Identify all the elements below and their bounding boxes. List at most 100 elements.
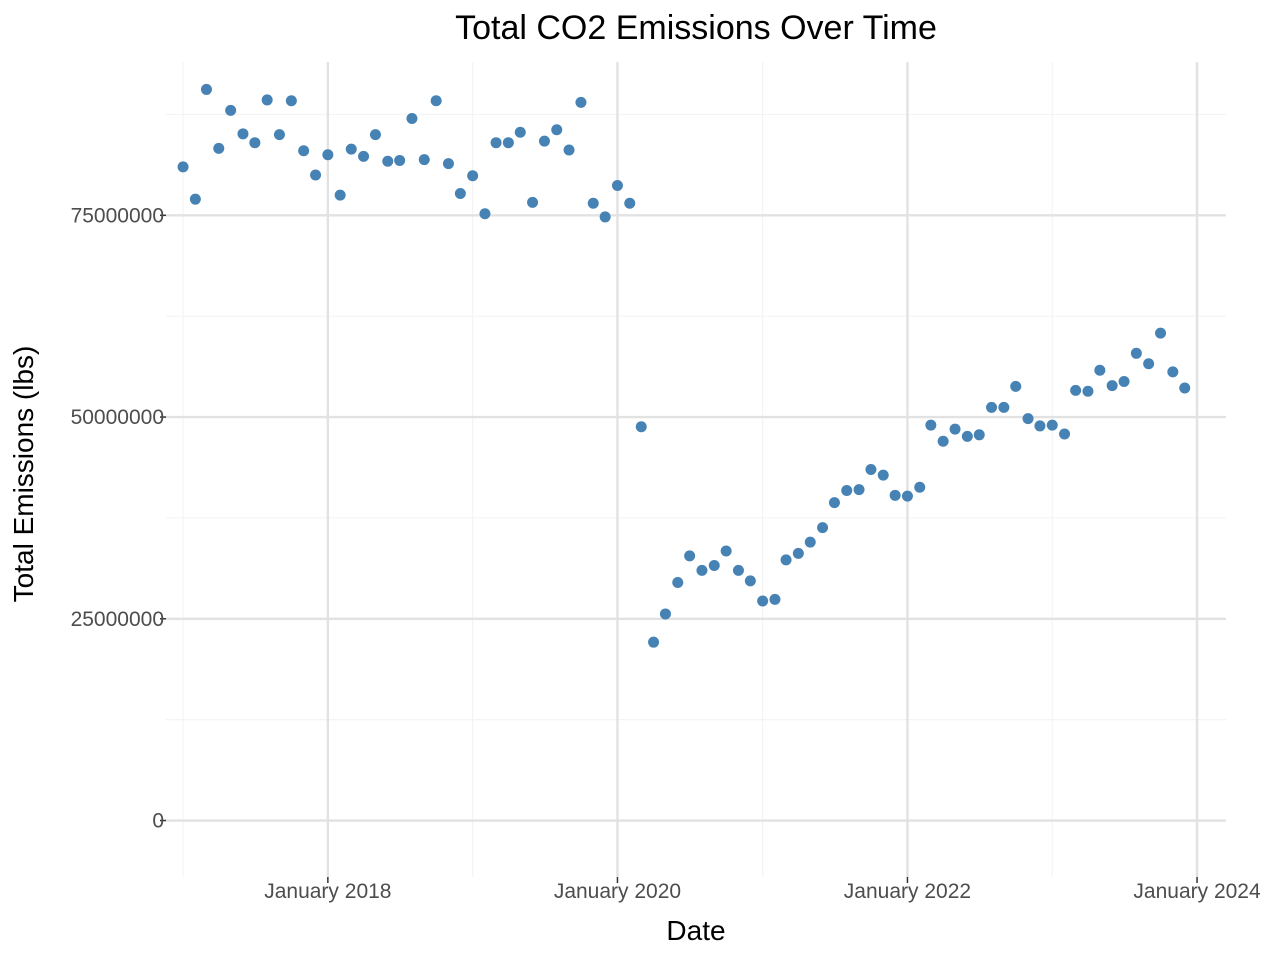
data-point <box>914 481 926 493</box>
data-point <box>213 142 225 154</box>
data-point <box>1010 380 1022 392</box>
chart-title: Total CO2 Emissions Over Time <box>455 9 937 47</box>
data-point <box>490 137 502 149</box>
data-point <box>261 94 273 106</box>
data-point <box>310 169 322 181</box>
data-point <box>828 497 840 509</box>
data-point <box>949 423 961 435</box>
data-point <box>1155 327 1167 339</box>
data-point <box>430 95 442 107</box>
data-point <box>514 126 526 138</box>
data-point <box>901 490 913 502</box>
data-point <box>1034 420 1046 432</box>
data-point <box>720 545 732 557</box>
data-point <box>273 129 285 141</box>
y-tick-label: 25000000 <box>71 608 164 631</box>
data-point <box>792 547 804 559</box>
x-tick-label: January 2020 <box>554 880 681 903</box>
data-point <box>322 149 334 161</box>
data-point <box>298 145 310 157</box>
data-point <box>237 128 249 140</box>
x-tick-label: January 2022 <box>844 880 971 903</box>
data-point <box>285 95 297 107</box>
data-point <box>538 135 550 147</box>
data-point <box>369 129 381 141</box>
data-point <box>1082 385 1094 397</box>
data-point <box>1179 382 1191 394</box>
data-point <box>189 193 201 205</box>
data-point <box>1130 347 1142 359</box>
data-point <box>841 484 853 496</box>
data-point <box>599 211 611 223</box>
data-point <box>635 421 647 433</box>
data-point <box>684 550 696 562</box>
data-point <box>1143 358 1155 370</box>
data-point <box>865 464 877 475</box>
data-point <box>225 104 237 116</box>
data-point <box>611 179 623 191</box>
data-point <box>961 430 973 442</box>
data-point <box>1094 364 1106 376</box>
minor-gridlines <box>166 62 1226 877</box>
data-point <box>345 143 357 155</box>
data-point <box>696 564 708 576</box>
data-point <box>358 150 370 162</box>
y-tick-label: 50000000 <box>71 406 164 429</box>
data-point <box>563 144 575 156</box>
data-point <box>817 522 829 534</box>
data-point <box>1106 380 1118 392</box>
data-point <box>467 170 479 182</box>
data-point <box>1059 428 1071 440</box>
data-points <box>177 83 1191 648</box>
data-point <box>648 636 660 648</box>
data-point <box>551 124 563 136</box>
data-point <box>442 158 454 170</box>
data-point <box>575 96 587 108</box>
data-point <box>853 484 865 496</box>
data-point <box>659 608 671 620</box>
y-axis-title: Total Emissions (lbs) <box>8 346 39 603</box>
y-tick-label: 0 <box>152 810 164 833</box>
data-point <box>1167 366 1179 378</box>
data-point <box>406 112 418 124</box>
data-point <box>889 489 901 501</box>
data-point <box>382 155 394 167</box>
data-point <box>1022 413 1034 425</box>
data-point <box>587 197 599 209</box>
x-tick-label: January 2018 <box>264 880 391 903</box>
data-point <box>732 564 744 576</box>
data-point <box>418 154 430 166</box>
data-point <box>502 137 514 149</box>
data-point <box>394 154 406 166</box>
data-point <box>672 576 684 588</box>
x-axis-title: Date <box>666 915 725 946</box>
data-point <box>744 575 756 587</box>
data-point <box>1118 376 1130 388</box>
data-point <box>1070 384 1082 396</box>
data-point <box>937 435 949 447</box>
data-point <box>804 536 816 548</box>
data-point <box>973 429 985 441</box>
data-point <box>757 595 769 607</box>
data-point <box>877 469 889 481</box>
data-point <box>200 83 212 95</box>
x-tick-label: January 2024 <box>1133 880 1261 903</box>
data-point <box>334 189 346 201</box>
axis-ticks: January 2018 January 2020 January 2022 Janu… <box>71 204 1261 903</box>
data-point <box>1046 419 1058 431</box>
y-tick-label: 75000000 <box>71 204 164 227</box>
major-gridlines <box>166 62 1226 877</box>
data-point <box>249 137 261 149</box>
data-point <box>479 208 491 220</box>
data-point <box>177 161 189 173</box>
data-point <box>998 401 1010 413</box>
data-point <box>454 188 466 200</box>
data-point <box>769 593 781 605</box>
data-point <box>986 401 998 413</box>
data-point <box>780 554 792 566</box>
data-point <box>925 419 937 431</box>
data-point <box>708 560 720 572</box>
data-point <box>527 196 539 208</box>
data-point <box>624 197 636 209</box>
